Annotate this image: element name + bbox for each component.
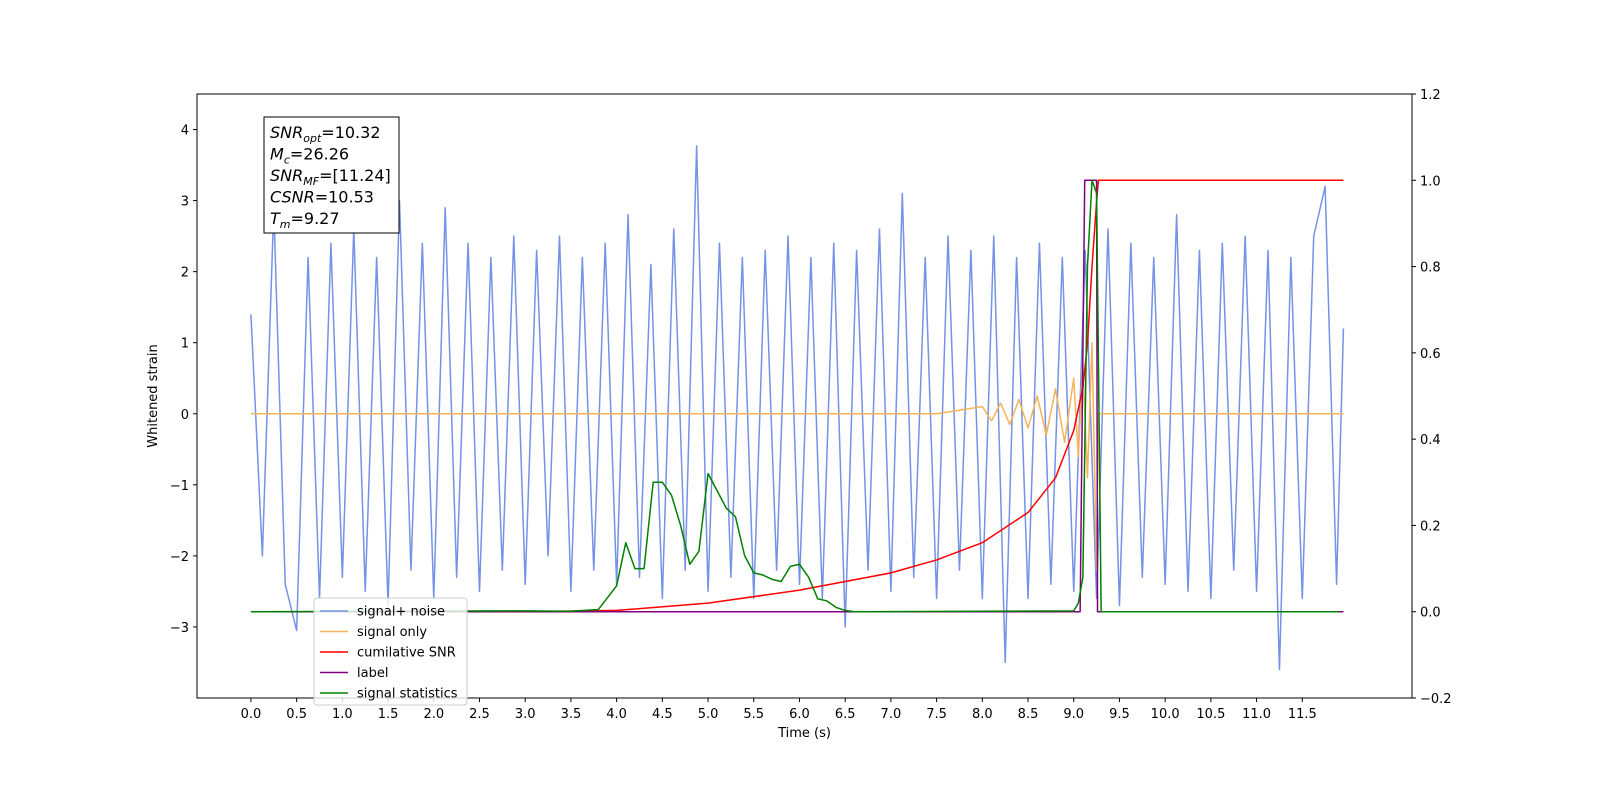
annotation-value: =10.53: [315, 188, 374, 207]
x-tick-label: 3.0: [515, 707, 536, 722]
y-axis-label: Whitened strain: [146, 344, 161, 447]
annotation-symbol: SNR: [270, 123, 303, 142]
legend-label: cumilative SNR: [357, 646, 456, 661]
annotation-line: SNRopt=10.32: [270, 123, 381, 145]
annotation-box: [263, 116, 400, 234]
annotation-subscript: c: [284, 154, 290, 167]
y2-tick-label: 0.0: [1420, 606, 1441, 621]
y2-tick-label: 0.4: [1420, 433, 1441, 448]
y2-tick-label: −0.2: [1420, 692, 1452, 707]
annotation-value: =9.27: [291, 209, 340, 228]
y-tick-label: 2: [181, 266, 189, 281]
y-tick-label: 3: [181, 195, 189, 210]
x-tick-label: 9.0: [1063, 707, 1084, 722]
x-tick-label: 1.5: [378, 707, 399, 722]
annotation-value: =[11.24]: [319, 166, 391, 185]
y-tick-label: 0: [181, 408, 189, 423]
annotation-line: Tm=9.27: [270, 209, 340, 231]
legend-label: signal+ noise: [357, 605, 445, 620]
x-tick-label: 11.5: [1288, 707, 1317, 722]
x-tick-label: 0.5: [286, 707, 307, 722]
annotation-line: CSNR=10.53: [270, 188, 374, 207]
series-line: [250, 341, 1344, 571]
series-line: [250, 179, 1339, 613]
legend: signal+ noise signal only cumilative SNR la…: [313, 597, 468, 706]
series-line: [250, 179, 1344, 613]
x-tick-label: 3.5: [561, 707, 582, 722]
annotation-subscript: m: [280, 218, 291, 231]
legend-label: signal statistics: [357, 687, 458, 702]
x-tick-label: 2.0: [423, 707, 444, 722]
annotation-symbol: SNR: [270, 166, 303, 185]
x-tick-label: 8.0: [972, 707, 993, 722]
x-tick-label: 4.0: [606, 707, 627, 722]
legend-box: [313, 597, 468, 706]
annotation-line: Mc=26.26: [270, 145, 349, 167]
annotation-symbol: M: [270, 145, 284, 164]
legend-label: signal only: [357, 625, 427, 640]
x-axis-label: Time (s): [777, 726, 831, 741]
x-tick-label: 0.0: [241, 707, 262, 722]
annotation-value: =10.32: [321, 123, 380, 142]
y-tick-label: −3: [170, 621, 189, 636]
legend-label: label: [357, 666, 388, 681]
x-tick-label: 1.0: [332, 707, 353, 722]
y-tick-label: −2: [170, 550, 189, 565]
y2-tick-label: 0.6: [1420, 347, 1441, 362]
plot-area: [250, 145, 1345, 671]
x-tick-label: 7.0: [881, 707, 902, 722]
y-tick-label: 4: [181, 124, 189, 139]
x-tick-label: 9.5: [1109, 707, 1130, 722]
x-tick-label: 7.5: [926, 707, 947, 722]
annotation-line: SNRMF=[11.24]: [270, 166, 391, 188]
y2-tick-label: 1.0: [1420, 174, 1441, 189]
annotation-subscript: MF: [303, 175, 319, 188]
annotation-subscript: opt: [303, 132, 322, 145]
x-tick-label: 2.5: [469, 707, 490, 722]
annotation-symbol: CSNR: [270, 188, 315, 207]
x-tick-label: 8.5: [1018, 707, 1039, 722]
x-tick-label: 4.5: [652, 707, 673, 722]
x-tick-label: 5.5: [743, 707, 764, 722]
annotation-symbol: T: [270, 209, 281, 228]
annotation: SNRopt=10.32Mc=26.26SNRMF=[11.24]CSNR=10…: [263, 116, 400, 234]
x-tick-label: 5.0: [698, 707, 719, 722]
y2-tick-label: 1.2: [1420, 88, 1441, 103]
y2-tick-label: 0.8: [1420, 261, 1441, 276]
y-tick-label: −1: [170, 479, 189, 494]
annotation-value: =26.26: [290, 145, 349, 164]
x-tick-label: 10.5: [1196, 707, 1225, 722]
x-tick-label: 10.0: [1151, 707, 1180, 722]
y2-tick-label: 0.2: [1420, 519, 1441, 534]
x-tick-label: 11.0: [1242, 707, 1271, 722]
x-tick-label: 6.0: [789, 707, 810, 722]
axes-frame: [196, 93, 1413, 699]
x-tick-label: 6.5: [835, 707, 856, 722]
y-tick-label: 1: [181, 337, 189, 352]
